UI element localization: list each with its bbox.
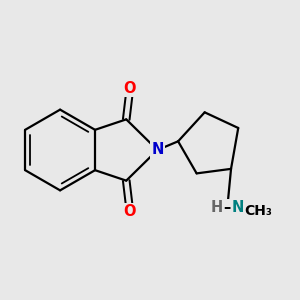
Text: CH₃: CH₃	[244, 204, 272, 218]
Text: O: O	[124, 81, 136, 96]
Text: N: N	[231, 200, 244, 214]
Text: N: N	[151, 142, 164, 158]
Text: O: O	[124, 204, 136, 219]
Text: –: –	[224, 200, 231, 214]
Text: H: H	[211, 200, 223, 214]
